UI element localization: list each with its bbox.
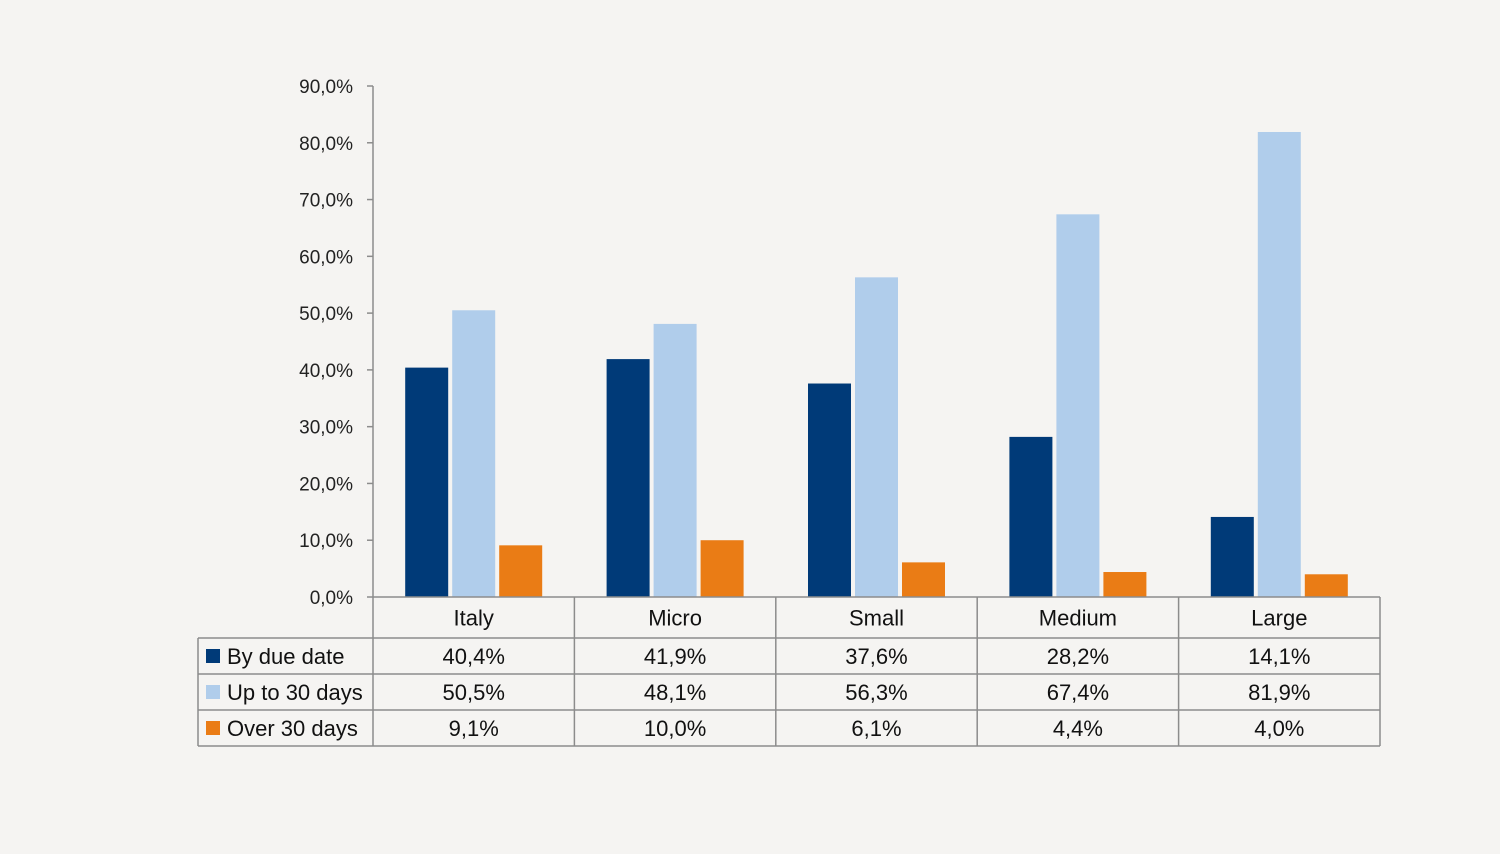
data-label-up-to-30-days-small: 56,3% — [845, 680, 907, 705]
bar-by-due-date-micro — [606, 359, 650, 597]
bar-up-to-30-days-italy — [452, 310, 496, 597]
bar-over-30-days-large — [1304, 574, 1348, 597]
legend-key-over-30-days — [206, 721, 220, 735]
data-label-by-due-date-small: 37,6% — [845, 644, 907, 669]
bar-up-to-30-days-medium — [1056, 214, 1100, 597]
y-tick-label: 20,0% — [299, 474, 353, 495]
category-label-small: Small — [849, 606, 904, 631]
y-tick-label: 90,0% — [299, 77, 353, 98]
category-label-micro: Micro — [648, 606, 702, 631]
bar-by-due-date-medium — [1009, 436, 1053, 597]
legend-label-over-30-days: Over 30 days — [227, 716, 358, 741]
data-label-over-30-days-large: 4,0% — [1254, 716, 1304, 741]
data-label-over-30-days-medium: 4,4% — [1053, 716, 1103, 741]
y-tick-label: 50,0% — [299, 304, 353, 325]
legend-label-by-due-date: By due date — [227, 644, 344, 669]
y-tick-label: 80,0% — [299, 134, 353, 155]
data-label-up-to-30-days-large: 81,9% — [1248, 680, 1310, 705]
legend-key-by-due-date — [206, 649, 220, 663]
y-tick-label: 60,0% — [299, 247, 353, 268]
bar-by-due-date-italy — [405, 367, 449, 597]
data-label-over-30-days-micro: 10,0% — [644, 716, 706, 741]
bar-by-due-date-small — [808, 383, 851, 597]
y-tick-label: 10,0% — [299, 531, 353, 552]
y-tick-label: 30,0% — [299, 418, 353, 439]
data-label-over-30-days-italy: 9,1% — [449, 716, 499, 741]
y-tick-label: 40,0% — [299, 361, 353, 382]
legend-key-up-to-30-days — [206, 685, 220, 699]
bar-up-to-30-days-micro — [653, 323, 697, 597]
bar-over-30-days-micro — [700, 540, 744, 597]
category-label-medium: Medium — [1039, 606, 1117, 631]
data-label-over-30-days-small: 6,1% — [851, 716, 901, 741]
y-tick-label: 0,0% — [310, 588, 353, 609]
legend-label-up-to-30-days: Up to 30 days — [227, 680, 363, 705]
bar-over-30-days-italy — [499, 545, 543, 597]
bar-over-30-days-medium — [1103, 572, 1147, 597]
y-tick-label: 70,0% — [299, 191, 353, 212]
bar-up-to-30-days-large — [1257, 131, 1301, 598]
bar-by-due-date-large — [1210, 516, 1254, 597]
data-label-up-to-30-days-medium: 67,4% — [1047, 680, 1109, 705]
data-label-by-due-date-large: 14,1% — [1248, 644, 1310, 669]
data-label-by-due-date-medium: 28,2% — [1047, 644, 1109, 669]
bar-up-to-30-days-small — [855, 277, 898, 597]
data-label-up-to-30-days-italy: 50,5% — [443, 680, 505, 705]
category-label-italy: Italy — [454, 606, 494, 631]
data-label-by-due-date-micro: 41,9% — [644, 644, 706, 669]
bar-over-30-days-small — [902, 562, 945, 597]
category-label-large: Large — [1251, 606, 1307, 631]
data-label-up-to-30-days-micro: 48,1% — [644, 680, 706, 705]
data-label-by-due-date-italy: 40,4% — [443, 644, 505, 669]
